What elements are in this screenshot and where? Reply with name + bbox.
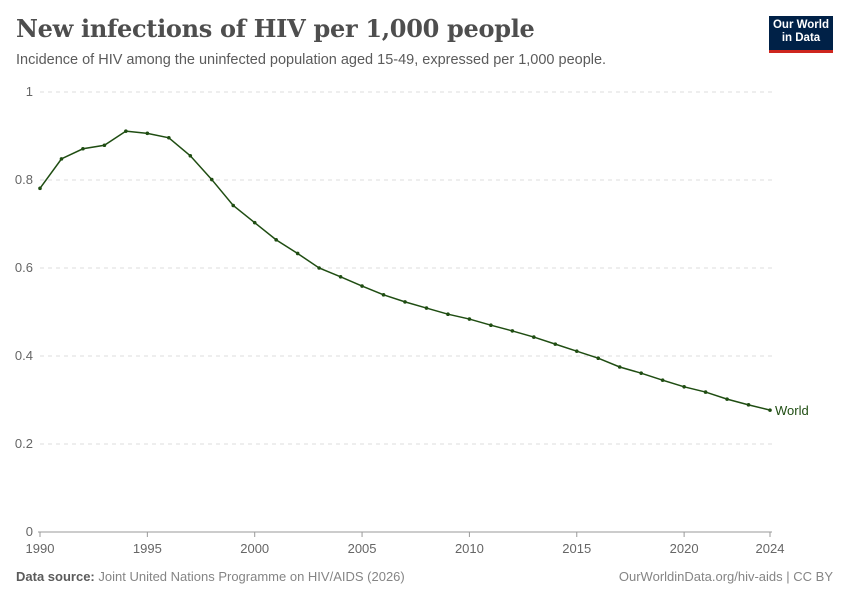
data-point [360, 284, 364, 288]
x-tick-label: 2010 [455, 541, 484, 556]
data-point [467, 317, 472, 321]
data-point [446, 312, 450, 317]
data-point [532, 335, 536, 339]
source-label: Data source: [16, 569, 95, 584]
data-point [59, 157, 64, 161]
series-label: World [775, 403, 809, 418]
data-point [682, 385, 686, 389]
data-point [81, 146, 85, 151]
data-point [510, 329, 515, 333]
data-point [102, 143, 107, 148]
logo-line-2: in Data [781, 32, 821, 44]
data-point [553, 342, 558, 346]
data-source: Data source: Joint United Nations Progra… [16, 569, 405, 584]
x-tick-label: 1995 [133, 541, 162, 556]
data-point [381, 293, 386, 297]
x-tick-label: 2024 [756, 541, 785, 556]
data-point [617, 365, 622, 369]
data-point [768, 408, 772, 412]
data-point [424, 306, 429, 310]
data-point [295, 251, 300, 256]
data-point [489, 323, 493, 328]
data-point [252, 220, 257, 225]
data-point [317, 266, 321, 270]
footer-url[interactable]: OurWorldinData.org/hiv-aids | CC BY [618, 569, 833, 584]
y-tick-label: 0 [26, 524, 33, 539]
logo-line-1: Our World [772, 19, 829, 31]
x-tick-label: 2005 [348, 541, 377, 556]
data-point [274, 238, 278, 242]
y-tick-label: 0.2 [15, 436, 33, 451]
x-tick-label: 1990 [26, 541, 55, 556]
x-tick-label: 2015 [562, 541, 591, 556]
data-point [660, 378, 665, 383]
owid-logo[interactable]: Our World in Data [769, 16, 833, 53]
data-point [639, 371, 643, 375]
chart-title: New infections of HIV per 1,000 people [16, 14, 535, 43]
data-point [746, 403, 751, 407]
data-point [703, 390, 708, 394]
chart-subtitle: Incidence of HIV among the uninfected po… [16, 52, 607, 68]
data-point [231, 203, 236, 208]
x-tick-label: 2000 [240, 541, 269, 556]
data-point [124, 129, 128, 133]
y-tick-label: 0.4 [15, 348, 33, 363]
series-line [39, 130, 771, 411]
data-point [403, 300, 407, 304]
data-point [167, 135, 171, 140]
data-point [145, 131, 150, 136]
source-text[interactable]: Joint United Nations Programme on HIV/AI… [98, 569, 405, 584]
data-point [209, 177, 214, 182]
data-point [596, 356, 601, 361]
y-tick-label: 0.8 [15, 172, 33, 187]
data-point [38, 186, 42, 191]
data-point [188, 154, 193, 158]
y-tick-label: 1 [26, 84, 33, 99]
x-tick-label: 2020 [670, 541, 699, 556]
data-point [338, 275, 343, 279]
data-point [574, 349, 579, 353]
data-point [725, 397, 729, 401]
y-tick-label: 0.6 [15, 260, 33, 275]
